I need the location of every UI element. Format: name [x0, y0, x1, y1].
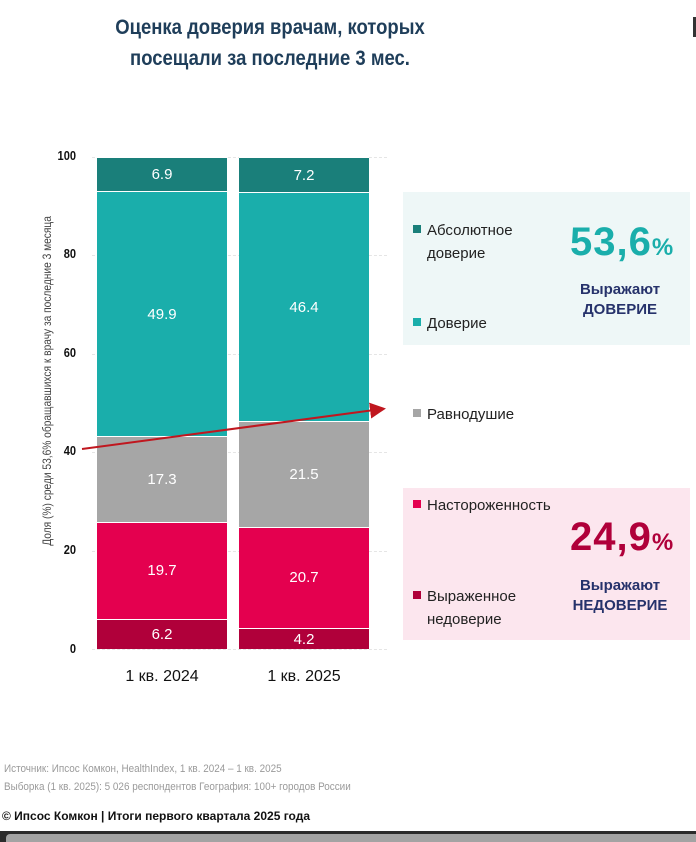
legend-swatch-icon: [413, 409, 421, 417]
trust-percentage: 53,6%: [570, 220, 675, 264]
y-tick-60: 60: [63, 345, 76, 360]
segment-trust: 49.9: [97, 190, 227, 437]
y-tick-0: 0: [69, 641, 76, 656]
legend-trust: Доверие: [413, 312, 487, 335]
gridline: [92, 649, 387, 650]
segment-trust: 46.4: [239, 192, 369, 421]
legend-distrust: Выраженное недоверие: [413, 585, 537, 631]
segment-distrust: 4.2: [239, 628, 369, 649]
segment-wariness: 20.7: [239, 526, 369, 629]
distrust-percentage: 24,9%: [570, 515, 675, 559]
title-line-1: Оценка доверия врачам, которых: [115, 16, 425, 39]
copyright: © Ипсос Комкон | Итоги первого квартала …: [2, 809, 310, 823]
segment-absolute-trust: 7.2: [239, 157, 369, 193]
x-label-2024: 1 кв. 2024: [125, 668, 199, 685]
bottom-scrollbar[interactable]: [0, 831, 696, 842]
y-tick-80: 80: [63, 246, 76, 261]
chart-title: Оценка доверия врачам, которых посещали …: [85, 12, 455, 74]
y-axis-label: Доля (%) среди 53,6% обращавшихся к врач…: [40, 216, 54, 546]
segment-absolute-trust: 6.9: [97, 157, 227, 191]
source-note: Источник: Ипсос Комкон, HealthIndex, 1 к…: [4, 763, 282, 775]
y-tick-20: 20: [63, 542, 76, 557]
bar-2024: 6.2 19.7 17.3 49.9 6.9: [97, 157, 227, 649]
x-label-2025: 1 кв. 2025: [267, 668, 341, 685]
segment-indifference: 17.3: [97, 436, 227, 522]
distrust-callout-box: [403, 488, 690, 640]
plot-area: 6.2 19.7 17.3 49.9 6.9 4.2 20.7 21.5 46.…: [92, 157, 387, 650]
trust-caption: Выражают ДОВЕРИЕ: [579, 281, 661, 318]
y-tick-100: 100: [57, 148, 76, 163]
legend-swatch-icon: [413, 225, 421, 233]
edge-marker: [693, 17, 696, 37]
sample-note: Выборка (1 кв. 2025): 5 026 респондентов…: [4, 781, 351, 793]
legend-wariness: Настороженность: [413, 494, 551, 517]
legend-absolute-trust: Абсолютное доверие: [413, 219, 537, 265]
scrollbar-thumb[interactable]: [6, 834, 696, 842]
segment-wariness: 19.7: [97, 521, 227, 619]
legend-swatch-icon: [413, 500, 421, 508]
distrust-caption: Выражают НЕДОВЕРИЕ: [572, 577, 668, 614]
segment-indifference: 21.5: [239, 420, 369, 527]
bar-2025: 4.2 20.7 21.5 46.4 7.2: [239, 157, 369, 649]
legend-indifference: Равнодушие: [413, 403, 514, 426]
y-tick-40: 40: [63, 443, 76, 458]
title-line-2: посещали за последние 3 мес.: [130, 47, 410, 70]
trust-callout-box: [403, 192, 690, 345]
legend-swatch-icon: [413, 318, 421, 326]
segment-distrust: 6.2: [97, 618, 227, 649]
legend-swatch-icon: [413, 591, 421, 599]
